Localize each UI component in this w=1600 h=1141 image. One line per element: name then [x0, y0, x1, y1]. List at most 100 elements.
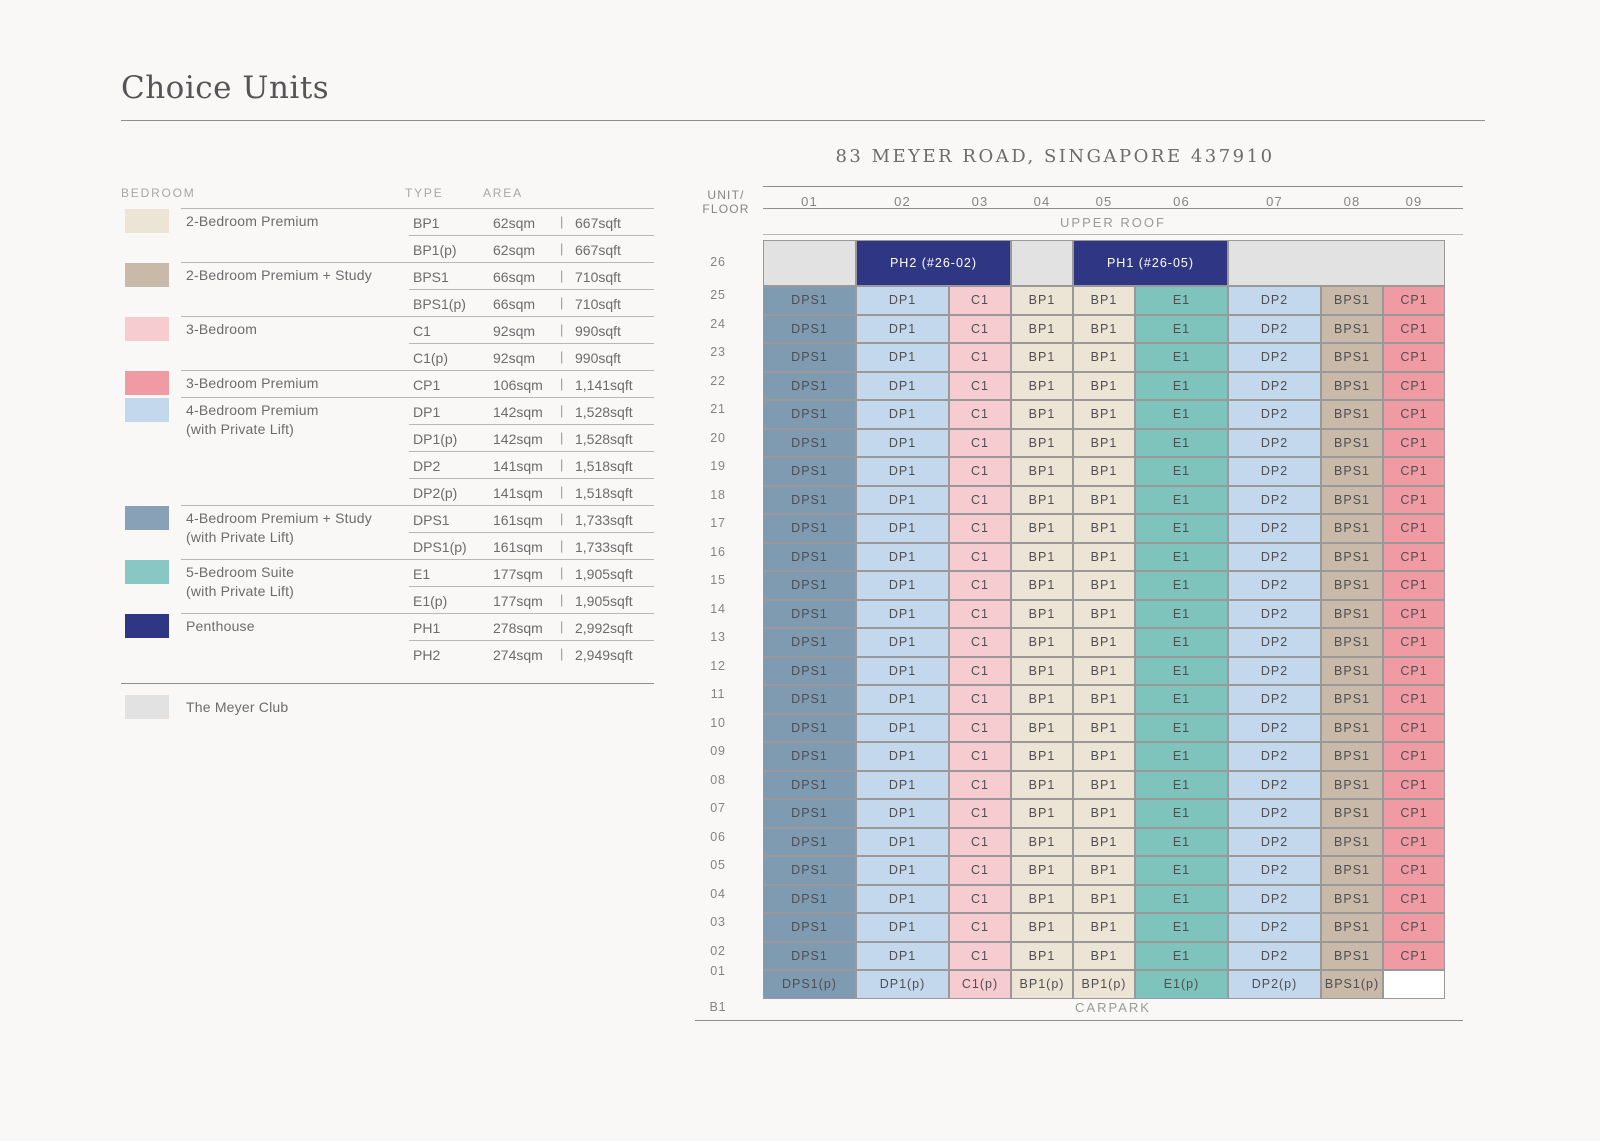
legend-type-row: C1(p) 92sqm | 990sqft [409, 343, 654, 370]
unit-cell: DP1 [856, 514, 949, 543]
column-header-bottom-rule [763, 208, 1463, 209]
area-separator: | [560, 484, 564, 499]
unit-cell: DP2 [1228, 286, 1321, 315]
unit-cell: C1 [949, 371, 1011, 400]
legend-bedroom-type: 5-Bedroom Suite (with Private Lift) [186, 564, 295, 599]
legend-type-row: PH1 278sqm | 2,992sqft [409, 613, 654, 640]
unit-cell: DP1 [856, 571, 949, 600]
unit-type-code: E1(p) [413, 593, 448, 609]
unit-type-code: PH2 [413, 647, 441, 663]
carpark-rule [695, 1020, 1463, 1021]
unit-cell: BP1 [1011, 799, 1073, 828]
unit-cell: E1 [1135, 428, 1228, 457]
unit-cell: CP1 [1383, 685, 1445, 714]
unit-cell: CP1 [1383, 884, 1445, 913]
unit-cell: CP1 [1383, 571, 1445, 600]
unit-cell: DPS1 [763, 913, 856, 942]
unit-cell: BP1 [1011, 685, 1073, 714]
unit-cell: DP1 [856, 314, 949, 343]
unit-cell: DP2 [1228, 485, 1321, 514]
unit-cell: CP1 [1383, 542, 1445, 571]
penthouse-unit: PH2 (#26-02) [856, 240, 1011, 286]
area-separator: | [560, 565, 564, 580]
unit-cell: C1 [949, 599, 1011, 628]
unit-cell: DP1 [856, 371, 949, 400]
unit-cell: E1 [1135, 742, 1228, 771]
area-sqm: 92sqm [493, 350, 536, 366]
area-sqft: 710sqft [575, 269, 621, 285]
unit-type-code: E1 [413, 566, 431, 582]
unit-cell: C1 [949, 514, 1011, 543]
unit-cell: DP1 [856, 713, 949, 742]
column-header-top-rule [763, 186, 1463, 187]
unit-column-06: 06 [1173, 194, 1190, 209]
area-sqft: 990sqft [575, 323, 621, 339]
floor-label-14: 14 [710, 601, 726, 616]
floor-label-12: 12 [710, 658, 726, 673]
floor-label-18: 18 [710, 487, 726, 502]
unit-type-code: C1 [413, 323, 431, 339]
unit-type-legend: BEDROOM TYPE AREA 2-Bedroom Premium BP1 62… [121, 180, 654, 740]
unit-cell: DP1 [856, 856, 949, 885]
unit-cell: E1 [1135, 599, 1228, 628]
unit-cell: DP2 [1228, 371, 1321, 400]
legend-swatch [125, 209, 169, 233]
unit-column-08: 08 [1343, 194, 1361, 209]
unit-cell: DP1 [856, 913, 949, 942]
unit-cell: C1 [949, 856, 1011, 885]
unit-cell: E1 [1135, 314, 1228, 343]
legend-type-row: DP2 141sqm | 1,518sqft [409, 451, 654, 478]
unit-cell: DPS1 [763, 286, 856, 315]
legend-type-row: PH2 274sqm | 2,949sqft [409, 640, 654, 667]
unit-cell: C1 [949, 685, 1011, 714]
unit-cell: DP2 [1228, 400, 1321, 429]
building-address: 83 MEYER ROAD, SINGAPORE 437910 [835, 146, 1275, 167]
unit-cell: BP1 [1011, 770, 1073, 799]
unit-cell: DP1 [856, 884, 949, 913]
floor-label-26: 26 [710, 255, 726, 269]
unit-cell: DP1 [856, 628, 949, 657]
area-separator: | [560, 214, 564, 229]
unit-column-03: 03 [971, 194, 989, 209]
unit-cell-ground: E1(p) [1135, 970, 1228, 999]
unit-cell: DPS1 [763, 799, 856, 828]
unit-cell: CP1 [1383, 428, 1445, 457]
unit-cell: DPS1 [763, 542, 856, 571]
floor-label-03: 03 [710, 915, 726, 929]
carpark-label: CARPARK [1075, 1000, 1151, 1015]
unit-cell: BP1 [1011, 742, 1073, 771]
unit-cell-ground: BP1(p) [1073, 970, 1135, 999]
unit-cell: E1 [1135, 884, 1228, 913]
floor-label-06: 06 [710, 829, 726, 844]
unit-cell: C1 [949, 799, 1011, 828]
unit-cell: BPS1 [1321, 542, 1383, 571]
unit-floor-label-line: FLOOR [702, 202, 750, 216]
unit-cell: DP2 [1228, 514, 1321, 543]
unit-cell: DPS1 [763, 343, 856, 372]
row-rule [409, 532, 654, 533]
unit-cell: C1 [949, 571, 1011, 600]
unit-floor-label-line: UNIT/ [707, 188, 745, 202]
area-sqm: 274sqm [493, 647, 543, 663]
unit-cell: BPS1 [1321, 371, 1383, 400]
unit-cell: CP1 [1383, 913, 1445, 942]
unit-cell: BP1 [1011, 428, 1073, 457]
unit-cell: BP1 [1073, 599, 1135, 628]
area-separator: | [560, 241, 564, 256]
unit-cell: DP2 [1228, 314, 1321, 343]
unit-cell: BP1 [1011, 542, 1073, 571]
legend-bedroom-type: Penthouse [186, 618, 255, 634]
unit-cell: BPS1 [1321, 514, 1383, 543]
unit-cell: BP1 [1073, 571, 1135, 600]
unit-cell: CP1 [1383, 457, 1445, 486]
area-separator: | [560, 457, 564, 472]
unit-cell: BP1 [1073, 856, 1135, 885]
unit-cell: BPS1 [1321, 428, 1383, 457]
legend-type-row: DP1(p) 142sqm | 1,528sqft [409, 424, 654, 451]
unit-cell: BP1 [1011, 457, 1073, 486]
legend-swatch [125, 560, 169, 584]
unit-cell: C1 [949, 713, 1011, 742]
area-separator: | [560, 430, 564, 445]
unit-cell: C1 [949, 656, 1011, 685]
unit-cell: E1 [1135, 770, 1228, 799]
